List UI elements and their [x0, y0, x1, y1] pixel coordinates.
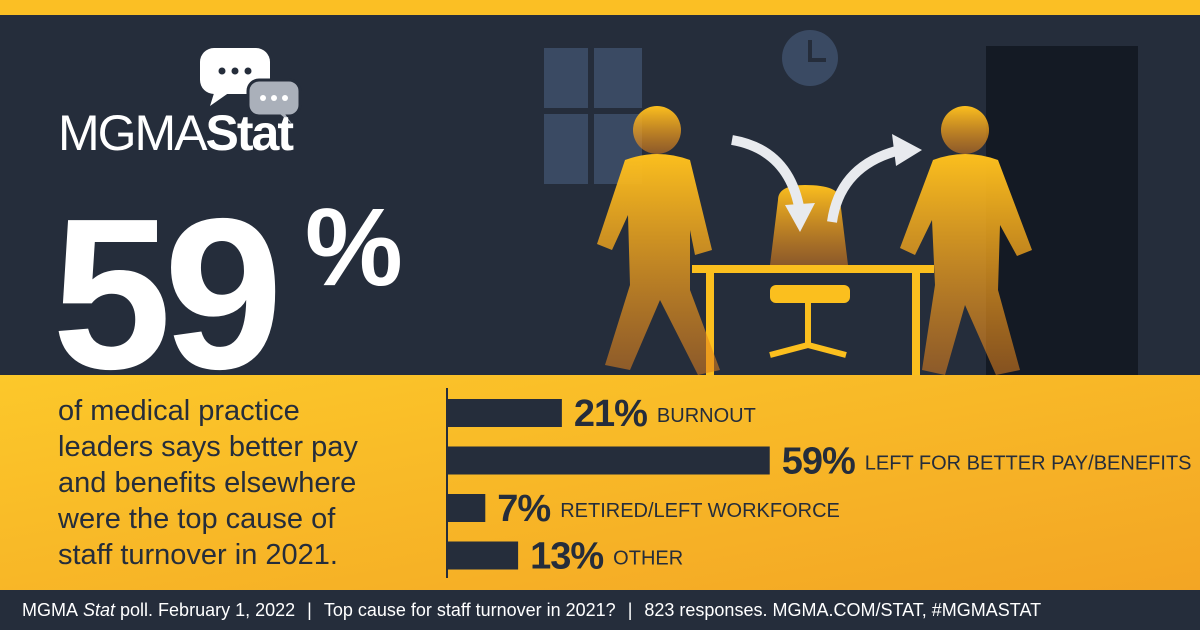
- logo-light-text: MGMA: [58, 105, 208, 161]
- category-label: LEFT FOR BETTER PAY/BENEFITS: [865, 453, 1192, 475]
- category-label: OTHER: [613, 548, 683, 570]
- bar: [447, 541, 519, 570]
- panel: [0, 375, 1200, 590]
- category-label: BURNOUT: [657, 405, 756, 427]
- headline-number: 59: [52, 173, 276, 414]
- bar: [447, 446, 770, 475]
- description-line: leaders says better pay: [58, 431, 358, 463]
- illustration: [544, 30, 1138, 376]
- separator: |: [307, 600, 312, 620]
- logo: MGMAStat: [58, 48, 302, 161]
- separator: |: [628, 600, 633, 620]
- description-line: and benefits elsewhere: [58, 467, 356, 499]
- top-strip: [0, 0, 1200, 15]
- footer-source-italic: Stat: [83, 600, 116, 620]
- logo-light: MGMAStat: [58, 105, 294, 161]
- footer-date: poll. February 1, 2022: [120, 600, 295, 620]
- footer-responses: 823 responses. MGMA.COM/STAT, #MGMASTAT: [644, 600, 1041, 620]
- description: of medical practice leaders says better p…: [57, 395, 358, 571]
- footer-question: Top cause for staff turnover in 2021?: [324, 600, 616, 620]
- logo-bold-text: Stat: [206, 105, 295, 161]
- bar: [447, 399, 562, 427]
- footer: MGMA Stat poll. February 1, 2022 | Top cause…: [22, 600, 1041, 620]
- value-label: 21%: [574, 393, 647, 435]
- bar-chart: 21% BURNOUT 59% LEFT FOR BETTER PAY/BENEFIT…: [447, 393, 1192, 578]
- value-label: 7%: [497, 488, 550, 530]
- footer-bg: [0, 590, 1200, 630]
- description-line: were the top cause of: [57, 503, 336, 535]
- value-label: 13%: [530, 536, 603, 578]
- headline-unit: %: [305, 186, 403, 309]
- description-line: of medical practice: [58, 395, 300, 427]
- value-label: 59%: [782, 441, 855, 483]
- bar: [447, 494, 486, 522]
- category-label: RETIRED/LEFT WORKFORCE: [560, 500, 840, 522]
- description-line: staff turnover in 2021.: [58, 539, 338, 571]
- footer-source: MGMA: [22, 600, 78, 620]
